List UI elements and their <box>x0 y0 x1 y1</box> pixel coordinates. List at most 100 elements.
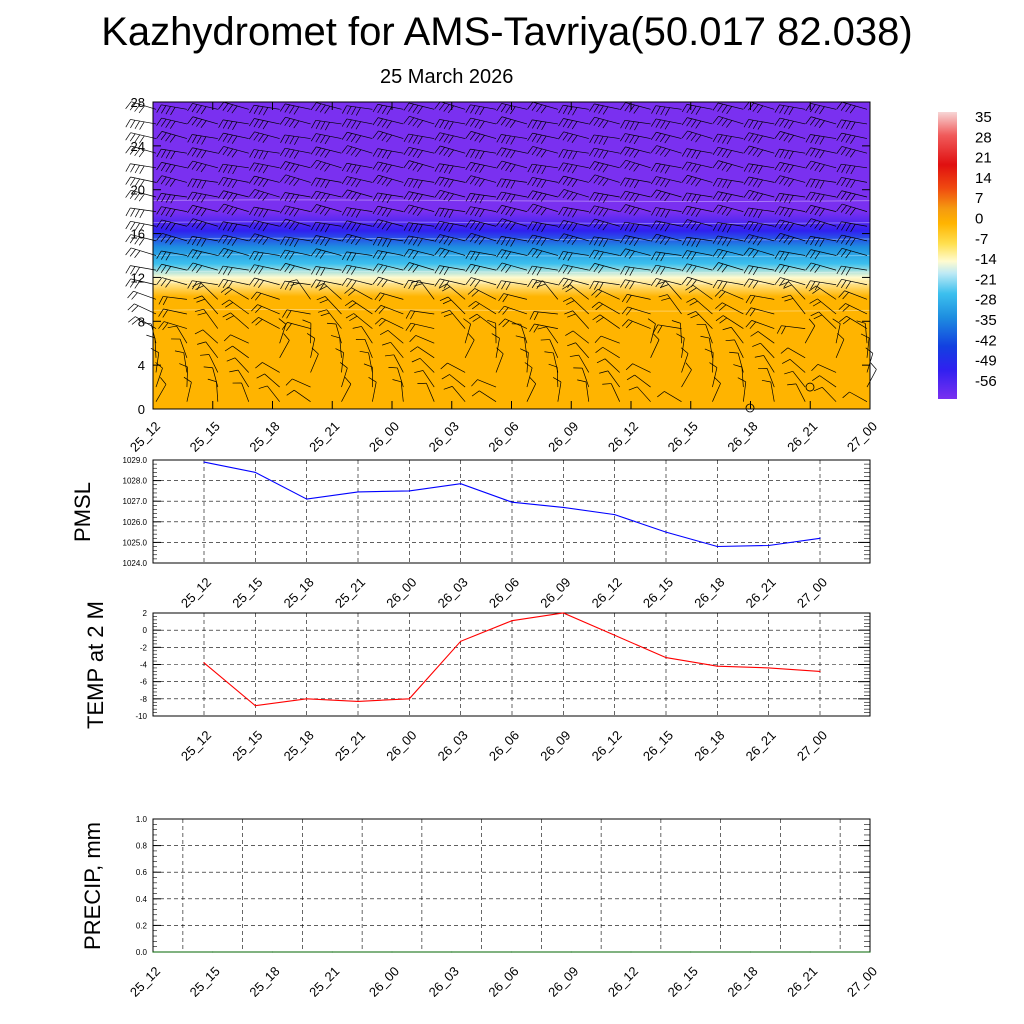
y-tick-label: 0.4 <box>136 895 148 904</box>
wind-barb <box>125 234 157 246</box>
wind-barb <box>187 178 218 189</box>
wind-barb <box>465 104 497 116</box>
wind-barb <box>150 348 160 373</box>
wind-barb <box>836 203 868 216</box>
wind-barb <box>174 350 188 373</box>
wind-barb <box>619 204 651 216</box>
wind-barb <box>743 247 775 258</box>
data-point <box>408 490 410 492</box>
wind-barb <box>310 102 342 114</box>
x-tick-label: 27_00 <box>794 575 830 611</box>
y-tick-label: 1024.0 <box>123 559 148 568</box>
wind-barb <box>743 176 775 188</box>
colorbar: 35 28 21 14 7 0 -7 -14 -21 -28 -35 -42 -49 -56 <box>938 109 997 399</box>
wind-barb <box>250 291 280 301</box>
wind-barb <box>743 278 775 289</box>
wind-barb <box>712 262 744 273</box>
wind-barb <box>127 303 157 315</box>
wind-barb <box>279 174 311 187</box>
y-tick-label: -6 <box>140 678 148 687</box>
wind-barb <box>651 251 682 262</box>
wind-barb <box>573 367 590 388</box>
wind-barb <box>774 131 806 143</box>
wind-barb <box>344 287 373 300</box>
x-tick-label: 25_15 <box>187 419 223 455</box>
wind-barb <box>619 146 651 158</box>
wind-barb <box>280 192 311 203</box>
wind-barb <box>443 386 466 402</box>
wind-barb <box>417 382 435 402</box>
data-point <box>408 698 410 700</box>
x-tick-label: 25_12 <box>178 575 214 611</box>
wind-barb <box>374 317 404 329</box>
wind-barb <box>403 222 435 233</box>
x-tick-label: 26_00 <box>383 575 419 611</box>
wind-barb <box>558 277 589 288</box>
wind-barb <box>838 303 868 315</box>
wind-barb <box>681 174 713 187</box>
wind-barb <box>183 376 192 402</box>
x-tick-label: 26_09 <box>537 575 573 611</box>
wind-barb <box>696 323 713 344</box>
wind-barb <box>836 163 868 175</box>
data-point <box>614 634 616 636</box>
wind-barb <box>515 335 528 358</box>
data-point <box>306 698 308 700</box>
data-point <box>819 537 821 539</box>
wind-barb <box>589 218 620 231</box>
wind-barb <box>712 204 744 217</box>
x-tick-label: 26_09 <box>545 419 581 455</box>
wind-barb <box>434 163 466 174</box>
wind-barb <box>465 131 497 143</box>
wind-barb <box>310 204 342 216</box>
wind-barb <box>563 297 590 315</box>
data-point <box>511 620 513 622</box>
wind-barb <box>434 145 466 158</box>
wind-barb <box>651 207 682 218</box>
wind-barb <box>341 189 373 202</box>
wind-barb <box>403 248 435 260</box>
wind-barb <box>310 279 342 290</box>
wind-barb <box>374 305 404 315</box>
wind-barb <box>156 219 187 231</box>
wind-barb <box>527 203 558 216</box>
pmsl-frame <box>152 459 871 564</box>
wind-barb <box>280 134 311 145</box>
wind-barb <box>650 264 682 275</box>
wind-barb <box>592 314 620 329</box>
wind-barb <box>620 119 651 131</box>
wind-barb <box>194 308 219 329</box>
wind-barb <box>569 354 590 373</box>
wind-barb <box>249 264 280 275</box>
wind-barb <box>434 176 466 188</box>
wind-barb <box>553 377 562 402</box>
isotherm-line <box>152 281 871 285</box>
wind-barb <box>496 134 528 145</box>
x-tick-label: 26_15 <box>665 419 701 455</box>
wind-barb <box>372 104 404 115</box>
wind-barb <box>527 101 558 114</box>
wind-barb <box>743 234 775 246</box>
wind-barb <box>812 375 837 388</box>
wind-barb <box>258 385 280 402</box>
wind-barb <box>248 189 280 201</box>
wind-barb <box>465 117 497 129</box>
wind-barb <box>434 265 466 276</box>
wind-barb <box>218 247 249 259</box>
wind-barb <box>193 295 219 315</box>
wind-barb <box>712 222 744 233</box>
wind-barb <box>620 221 651 233</box>
wind-barb <box>465 175 497 187</box>
wind-barb <box>681 263 713 274</box>
wind-barb <box>774 250 806 261</box>
y-tick-label: 0.6 <box>136 868 148 877</box>
wind-barb <box>167 325 188 344</box>
wind-barb <box>681 161 713 173</box>
wind-barb <box>388 367 404 388</box>
wind-barb <box>359 350 373 373</box>
wind-barb <box>335 348 344 373</box>
x-tick-label: 25_15 <box>229 575 265 611</box>
wind-barb <box>577 379 590 402</box>
wind-barb <box>595 346 620 359</box>
wind-barb <box>471 390 497 402</box>
